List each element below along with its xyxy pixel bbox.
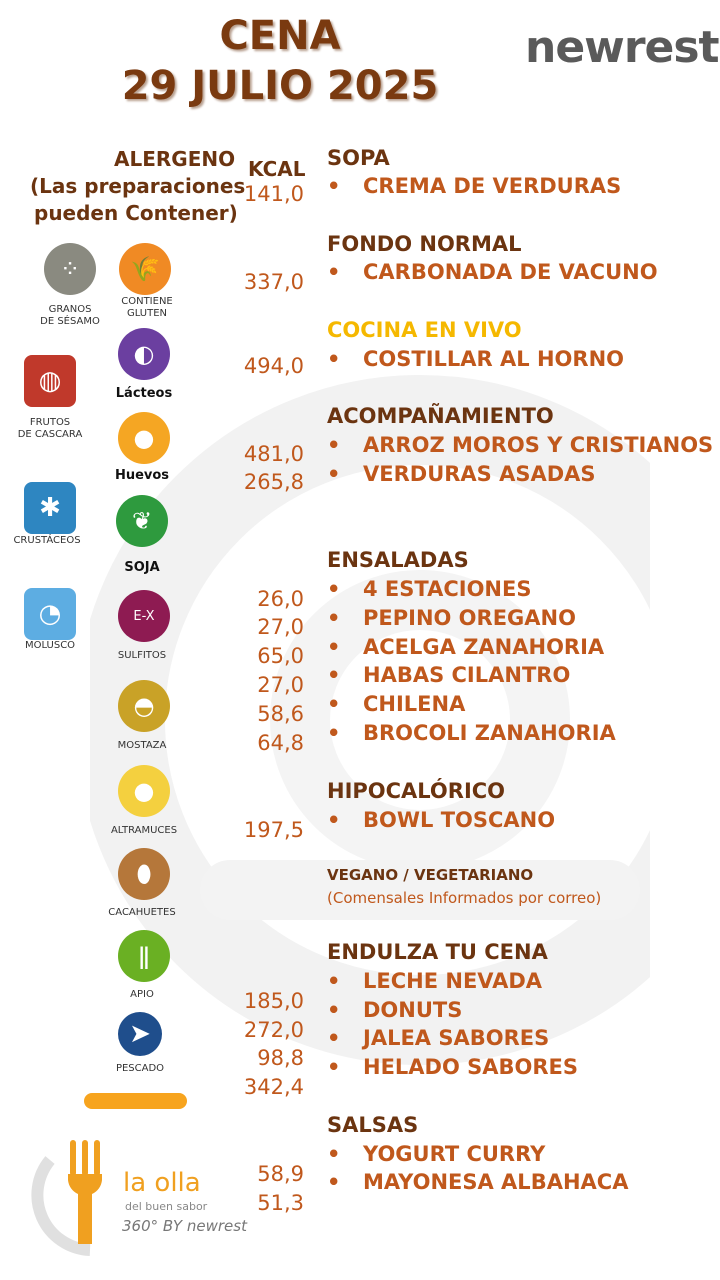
fork-icon xyxy=(31,1140,102,1256)
kcal-value: 265,8 xyxy=(243,470,304,494)
menu-item: • BROCOLI ZANAHORIA xyxy=(327,721,616,745)
cacahuetes-icon: ⬮ xyxy=(118,848,170,900)
cacahuetes-label: CACAHUETES xyxy=(108,907,176,918)
soja-icon: ❦ xyxy=(116,495,168,547)
menu-item: • VERDURAS ASADAS xyxy=(327,462,596,486)
mostaza-icon: ◓ xyxy=(118,680,170,732)
allergen-header: ALERGENO xyxy=(114,147,236,171)
menu-item: • ACELGA ZANAHORIA xyxy=(327,635,605,659)
sulfitos-label: SULFITOS xyxy=(117,650,167,661)
allergen-subheader-2: pueden Contener) xyxy=(34,201,238,225)
molusco-icon: ◔ xyxy=(24,588,76,640)
huevos-label: Huevos xyxy=(114,468,170,483)
allergen-subheader-1: (Las preparaciones xyxy=(30,174,246,198)
kcal-value: 58,6 xyxy=(257,702,304,726)
mostaza-label: MOSTAZA xyxy=(117,740,167,751)
kcal-value: 26,0 xyxy=(257,587,304,611)
menu-item: • DONUTS xyxy=(327,998,463,1022)
kcal-value: 494,0 xyxy=(243,354,304,378)
menu-item: • YOGURT CURRY xyxy=(327,1142,546,1166)
kcal-value: 27,0 xyxy=(257,673,304,697)
frutos-cascara-label: FRUTOS DE CASCARA xyxy=(17,417,83,440)
altramuces-icon: ● xyxy=(118,765,170,817)
section-endulza: ENDULZA TU CENA xyxy=(327,940,548,964)
la-olla-tagline: del buen sabor xyxy=(125,1200,208,1213)
kcal-value: 141,0 xyxy=(243,182,304,206)
menu-item: • ARROZ MOROS Y CRISTIANOS xyxy=(327,433,714,457)
menu-item: • BOWL TOSCANO xyxy=(327,808,556,832)
menu-date: 29 JULIO 2025 xyxy=(121,63,439,109)
section-fondo-normal: FONDO NORMAL xyxy=(327,232,522,256)
kcal-value: 185,0 xyxy=(243,989,304,1013)
la-olla-logo: la olla xyxy=(123,1168,201,1198)
kcal-value: 98,8 xyxy=(257,1046,304,1070)
orange-bar xyxy=(84,1093,187,1109)
newrest-logo: newrest xyxy=(525,22,720,73)
section-ensaladas: ENSALADAS xyxy=(327,548,469,572)
menu-item: • 4 ESTACIONES xyxy=(327,577,532,601)
section-hipocalorico: HIPOCALÓRICO xyxy=(327,779,506,803)
kcal-value: 272,0 xyxy=(243,1018,304,1042)
section-salsas: SALSAS xyxy=(327,1113,419,1137)
kcal-value: 51,3 xyxy=(257,1191,304,1215)
menu-item: • HELADO SABORES xyxy=(327,1055,579,1079)
soja-label: SOJA xyxy=(124,560,160,575)
menu-item: • HABAS CILANTRO xyxy=(327,663,571,687)
frutos-cascara-icon: ◍ xyxy=(24,355,76,407)
pescado-icon: ➤ xyxy=(118,1012,162,1056)
sulfitos-icon: E-X xyxy=(118,590,170,642)
menu-item: • CARBONADA DE VACUNO xyxy=(327,260,658,284)
vegano-note: (Comensales Informados por correo) xyxy=(327,889,602,907)
lacteos-icon: ◐ xyxy=(118,328,170,380)
sesame-icon: ⁘ xyxy=(44,243,96,295)
huevos-icon: ● xyxy=(118,412,170,464)
menu-item: • PEPINO OREGANO xyxy=(327,606,576,630)
section-sopa: SOPA xyxy=(327,146,390,170)
background-watermark xyxy=(90,375,650,1065)
la-olla-360: 360° BY newrest xyxy=(122,1217,247,1235)
menu-item: • CREMA DE VERDURAS xyxy=(327,174,622,198)
kcal-value: 27,0 xyxy=(257,615,304,639)
kcal-value: 342,4 xyxy=(243,1075,304,1099)
menu-item: • CHILENA xyxy=(327,692,466,716)
kcal-value: 65,0 xyxy=(257,644,304,668)
kcal-value: 337,0 xyxy=(243,270,304,294)
kcal-header: KCAL xyxy=(248,157,306,181)
gluten-icon: 🌾 xyxy=(119,243,171,295)
menu-item: • LECHE NEVADA xyxy=(327,969,543,993)
kcal-value: 58,9 xyxy=(257,1162,304,1186)
altramuces-label: ALTRAMUCES xyxy=(110,825,178,836)
crustaceos-label: CRUSTÁCEOS xyxy=(13,535,81,546)
apio-icon: ǁ xyxy=(118,930,170,982)
kcal-value: 197,5 xyxy=(243,818,304,842)
pescado-label: PESCADO xyxy=(115,1063,165,1074)
kcal-value: 481,0 xyxy=(243,442,304,466)
section-acompanamiento: ACOMPAÑAMIENTO xyxy=(327,404,554,428)
lacteos-label: Lácteos xyxy=(115,386,173,401)
menu-item: • JALEA SABORES xyxy=(327,1026,550,1050)
section-vegano: VEGANO / VEGETARIANO xyxy=(327,866,534,884)
apio-label: APIO xyxy=(130,989,154,1000)
menu-item: • COSTILLAR AL HORNO xyxy=(327,347,624,371)
crustaceos-icon: ✱ xyxy=(24,482,76,534)
section-cocina-en-vivo: COCINA EN VIVO xyxy=(327,318,522,342)
sesame-label: GRANOS DE SÉSAMO xyxy=(40,304,100,327)
menu-title: CENA xyxy=(219,13,341,59)
molusco-label: MOLUSCO xyxy=(24,640,76,651)
kcal-value: 64,8 xyxy=(257,731,304,755)
gluten-label: CONTIENE GLUTEN xyxy=(121,296,173,319)
menu-item: • MAYONESA ALBAHACA xyxy=(327,1170,629,1194)
